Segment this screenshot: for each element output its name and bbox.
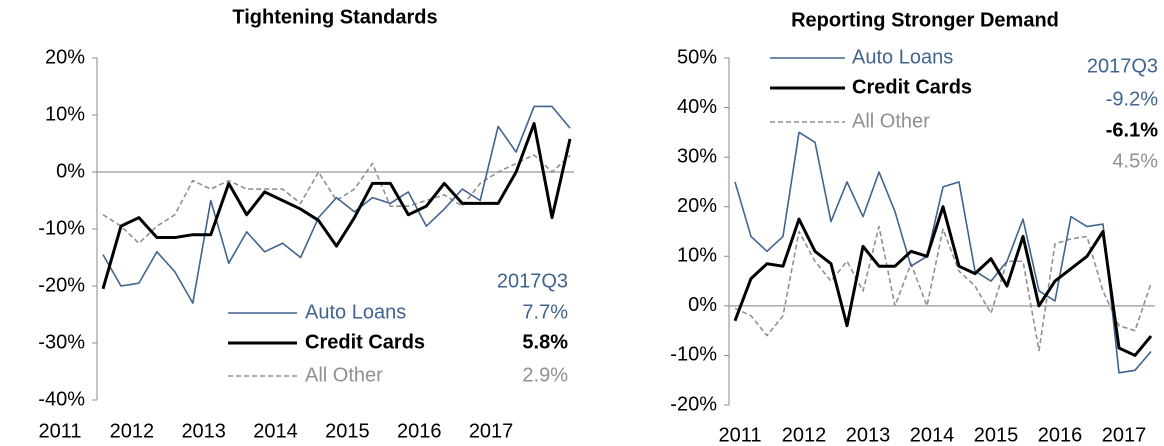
y-tick-label: 20% — [677, 195, 717, 217]
y-tick-label: -40% — [38, 388, 85, 410]
y-tick-label: -10% — [38, 217, 85, 239]
x-tick-label: 2012 — [782, 424, 827, 446]
series-line — [102, 154, 571, 245]
series-line — [733, 205, 1153, 357]
legend-label: Credit Cards — [852, 76, 972, 98]
y-tick-label: 0% — [688, 294, 717, 316]
legend-label: All Other — [852, 110, 930, 132]
y-tick-label: 20% — [45, 46, 85, 68]
y-tick-label: 0% — [56, 160, 85, 182]
y-tick-label: 30% — [677, 145, 717, 167]
series-line — [101, 122, 572, 290]
y-tick-label: 50% — [677, 46, 717, 68]
value-label: -6.1% — [1106, 119, 1158, 141]
x-tick-label: 2013 — [181, 420, 226, 442]
x-tick-label: 2014 — [253, 420, 298, 442]
series-line — [734, 131, 1152, 374]
chart-title: Reporting Stronger Demand — [791, 9, 1059, 31]
x-tick-label: 2011 — [718, 424, 761, 446]
series-line — [734, 225, 1152, 352]
legend-label: Credit Cards — [305, 331, 425, 353]
value-label: 7.7% — [522, 301, 568, 323]
y-tick-label: 10% — [677, 245, 717, 267]
chart-title: Tightening Standards — [232, 6, 437, 28]
x-tick-label: 2016 — [1038, 424, 1083, 446]
legend-title: 2017Q3 — [1087, 55, 1158, 77]
x-tick-label: 2017 — [469, 420, 514, 442]
x-tick-label: 2011 — [38, 420, 81, 442]
x-tick-label: 2016 — [397, 420, 442, 442]
legend-label: Auto Loans — [852, 46, 953, 68]
value-label: 4.5% — [1112, 150, 1158, 172]
y-tick-label: 10% — [45, 103, 85, 125]
x-tick-label: 2014 — [910, 424, 955, 446]
y-tick-label: -30% — [38, 331, 85, 353]
y-tick-label: 40% — [677, 96, 717, 118]
x-tick-label: 2015 — [974, 424, 1019, 446]
legend-label: Auto Loans — [305, 301, 406, 323]
value-label: 5.8% — [522, 331, 568, 353]
y-tick-label: -20% — [38, 274, 85, 296]
legend-label: All Other — [305, 364, 383, 386]
x-tick-label: 2015 — [325, 420, 370, 442]
y-tick-label: -20% — [670, 393, 717, 415]
y-tick-label: -10% — [670, 344, 717, 366]
value-label: 2.9% — [522, 364, 568, 386]
series-line — [102, 105, 571, 304]
x-tick-label: 2013 — [846, 424, 891, 446]
value-label: -9.2% — [1106, 88, 1158, 110]
x-tick-label: 2012 — [110, 420, 155, 442]
legend-title: 2017Q3 — [497, 270, 568, 292]
x-tick-label: 2017 — [1102, 424, 1147, 446]
